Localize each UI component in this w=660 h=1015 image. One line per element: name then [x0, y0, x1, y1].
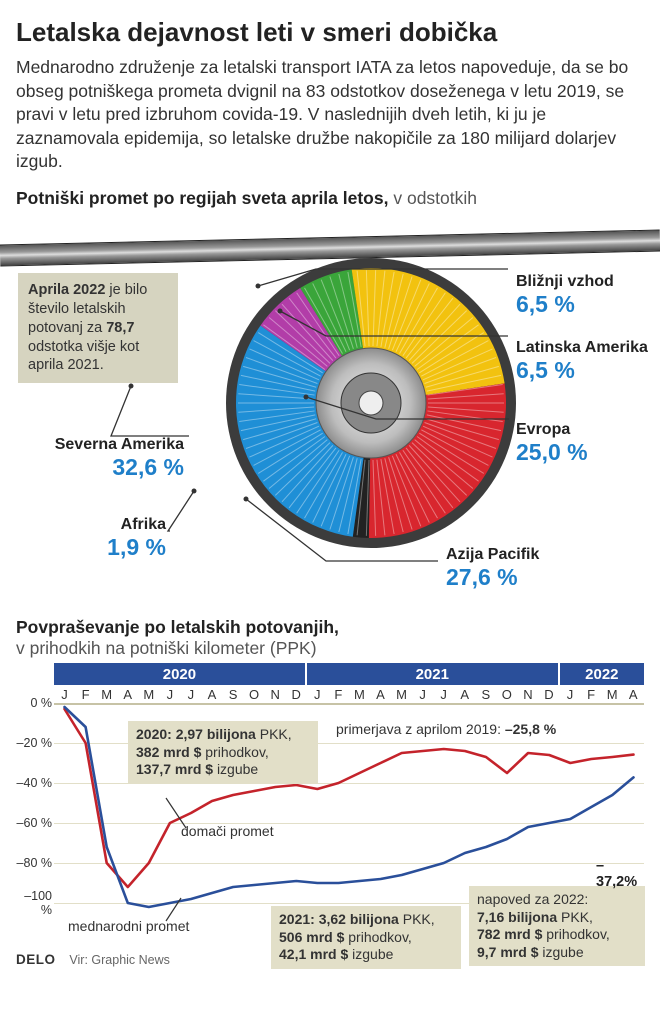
label-domestic: domači promet	[181, 823, 274, 839]
n22-1: 7,16 bilijona	[477, 909, 561, 925]
n21-2b: prihodkov,	[348, 929, 412, 945]
donut-chart	[221, 253, 521, 553]
y-tick-label: –40 %	[16, 776, 52, 790]
n22-1b: PKK,	[561, 909, 593, 925]
n22-0: napoved za 2022:	[477, 891, 588, 907]
month-label: F	[75, 687, 96, 702]
line-heading-muted: v prihodkih na potniški kilometer (PPK)	[16, 638, 317, 658]
n20-1: 2020: 2,97 bilijona	[136, 726, 260, 742]
month-label: A	[117, 687, 138, 702]
month-label: J	[412, 687, 433, 702]
year-segment: 2022	[560, 663, 644, 685]
month-label: N	[265, 687, 286, 702]
pie-heading-strong: Potniški promet po regijah sveta aprila …	[16, 188, 388, 208]
line-heading: Povpraševanje po letalskih potovanjih, v…	[16, 617, 644, 659]
year-segment: 2021	[307, 663, 560, 685]
month-label: A	[623, 687, 644, 702]
month-label: S	[475, 687, 496, 702]
month-label: J	[307, 687, 328, 702]
month-label: A	[454, 687, 475, 702]
month-label: M	[602, 687, 623, 702]
y-tick-label: 0 %	[16, 696, 52, 710]
footer-brand: DELO	[16, 952, 56, 967]
year-bar: 202020212022	[54, 663, 644, 685]
month-label: J	[433, 687, 454, 702]
note-2020: 2020: 2,97 bilijona PKK, 382 mrd $ priho…	[128, 721, 318, 784]
n22-2b: prihodkov,	[546, 926, 610, 942]
month-label: M	[96, 687, 117, 702]
pie-heading: Potniški promet po regijah sveta aprila …	[16, 188, 644, 209]
month-label: D	[286, 687, 307, 702]
n21-1b: PKK,	[403, 911, 435, 927]
month-label: O	[244, 687, 265, 702]
cmp-b: –25,8 %	[505, 721, 556, 737]
label-international: mednarodni promet	[68, 918, 189, 934]
month-label: O	[496, 687, 517, 702]
month-label: M	[349, 687, 370, 702]
page-subtitle: Mednarodno združenje za letalski transpo…	[16, 56, 644, 174]
month-label: M	[391, 687, 412, 702]
month-label: A	[370, 687, 391, 702]
month-label: J	[54, 687, 75, 702]
month-label: A	[201, 687, 222, 702]
month-label: N	[517, 687, 538, 702]
n20-3: 137,7 mrd $	[136, 761, 217, 777]
compare-label: primerjava z aprilom 2019: –25,8 %	[336, 721, 556, 737]
cmp-a: primerjava z aprilom 2019:	[336, 721, 505, 737]
slice-label: Bližnji vzhod6,5 %	[516, 273, 660, 318]
n21-2: 506 mrd $	[279, 929, 348, 945]
slice-label: Severna Amerika32,6 %	[16, 436, 184, 481]
slice-label: Azija Pacifik27,6 %	[446, 546, 646, 591]
callout-t4: odstotka višje kot aprila 2021.	[28, 339, 139, 374]
pie-heading-muted: v odstotkih	[393, 188, 477, 208]
y-tick-label: –20 %	[16, 736, 52, 750]
line-chart-area: 202020212022 JFMAMJJASONDJFMAMJJASONDJFM…	[16, 663, 644, 965]
n20-2: 382 mrd $	[136, 744, 205, 760]
n20-1b: PKK,	[260, 726, 292, 742]
month-label: S	[223, 687, 244, 702]
month-label: J	[159, 687, 180, 702]
n20-2b: prihodkov,	[205, 744, 269, 760]
month-label: M	[138, 687, 159, 702]
month-label: D	[538, 687, 559, 702]
page-title: Letalska dejavnost leti v smeri dobička	[16, 18, 644, 48]
y-tick-label: –100 %	[16, 889, 52, 917]
month-label: F	[328, 687, 349, 702]
n21-1: 2021: 3,62 bilijona	[279, 911, 403, 927]
footer-source: Vir: Graphic News	[69, 953, 170, 967]
end-label-intl: –37,2%	[596, 858, 644, 890]
slice-label: Latinska Amerika6,5 %	[516, 339, 660, 384]
slice-label: Afrika1,9 %	[46, 516, 166, 561]
n20-3b: izgube	[217, 761, 258, 777]
footer: DELO Vir: Graphic News	[16, 952, 644, 967]
pie-callout-box: Aprila 2022 je bilo število letalskih po…	[18, 273, 178, 383]
slice-label: Evropa25,0 %	[516, 421, 660, 466]
year-segment: 2020	[54, 663, 307, 685]
callout-t1: Aprila 2022	[28, 282, 109, 298]
pie-area: Aprila 2022 je bilo število letalskih po…	[16, 211, 644, 611]
month-label: J	[560, 687, 581, 702]
callout-t3: 78,7	[106, 320, 134, 336]
month-label: F	[581, 687, 602, 702]
line-heading-strong: Povpraševanje po letalskih potovanjih,	[16, 617, 339, 637]
month-label: J	[180, 687, 201, 702]
month-row: JFMAMJJASONDJFMAMJJASONDJFMA	[54, 685, 644, 703]
y-tick-label: –60 %	[16, 816, 52, 830]
n22-2: 782 mrd $	[477, 926, 546, 942]
y-tick-label: –80 %	[16, 856, 52, 870]
